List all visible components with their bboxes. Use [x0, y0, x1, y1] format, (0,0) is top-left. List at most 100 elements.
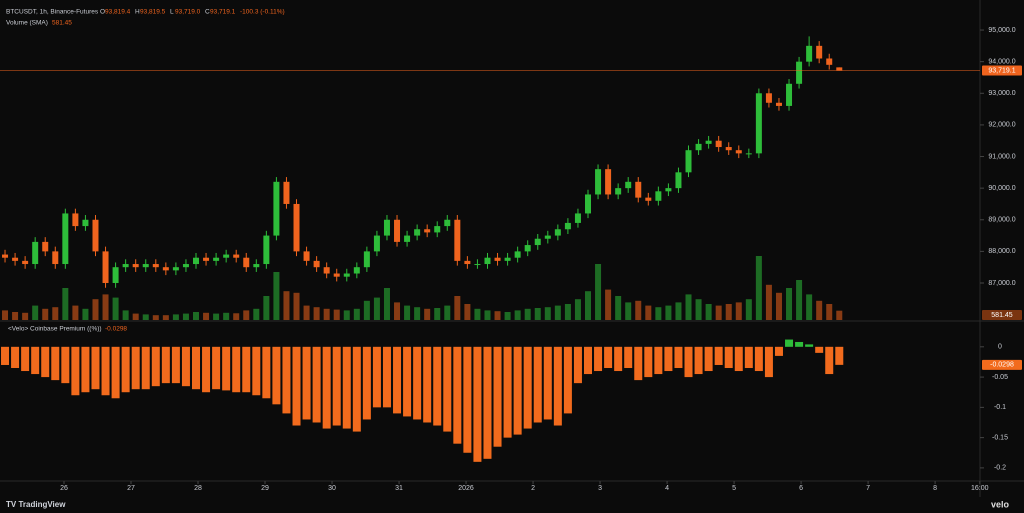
volume-bar: [454, 296, 461, 320]
y-tick-label: 87,000.0: [988, 280, 1015, 287]
candle-body: [162, 267, 169, 271]
premium-bar: [31, 346, 40, 375]
candle-body: [786, 83, 793, 106]
candle-body: [715, 140, 722, 148]
volume-bar: [605, 289, 612, 320]
candle-body: [243, 257, 250, 268]
volume-bar: [2, 310, 9, 320]
volume-bar: [323, 308, 330, 320]
premium-bar: [393, 346, 402, 414]
x-tick-label: 29: [261, 485, 269, 492]
x-tick-label: 7: [866, 485, 870, 492]
candle-body: [454, 219, 461, 261]
candle-body: [273, 181, 280, 236]
volume-bar: [112, 297, 119, 320]
volume-bar: [243, 310, 250, 320]
velo-logo[interactable]: velo: [991, 499, 1010, 509]
volume-bar: [826, 304, 833, 320]
candle-body: [514, 251, 521, 258]
premium-value: -0.0298: [105, 326, 127, 333]
premium-bar: [302, 346, 311, 420]
premium-bar: [61, 346, 70, 384]
volume-bar: [52, 307, 59, 320]
volume-bar: [595, 264, 602, 320]
candle-body: [655, 191, 662, 201]
candle-body: [695, 143, 702, 151]
volume-bar: [715, 305, 722, 320]
premium-bar: [785, 339, 794, 347]
premium-bar: [272, 346, 281, 405]
symbol-title: BTCUSDT, 1h, Binance-Futures: [6, 9, 99, 16]
premium-bar: [111, 346, 120, 399]
premium-bar: [181, 346, 190, 387]
y-tick-label: 94,000.0: [988, 59, 1015, 66]
candle-body: [193, 257, 199, 265]
candle-body: [373, 235, 380, 252]
tradingview-logo[interactable]: TV TradingView: [6, 500, 66, 509]
volume-tag-label: 581.45: [991, 312, 1013, 319]
premium-bar: [724, 346, 733, 369]
x-tick-label: 26: [60, 485, 68, 492]
x-tick-label: 30: [328, 485, 336, 492]
y-tick-label: -0.1: [994, 404, 1006, 411]
premium-bar: [11, 346, 20, 369]
volume-bar: [72, 305, 79, 320]
volume-bar: [554, 305, 561, 320]
price-tag: [982, 65, 1022, 76]
candle-body: [182, 264, 189, 268]
candle-body: [424, 229, 431, 233]
candle-body: [705, 140, 712, 144]
volume-bar: [383, 288, 390, 320]
volume-bar: [283, 291, 290, 320]
volume-bar: [182, 313, 189, 320]
premium-bar: [352, 346, 361, 432]
ohlc-key: H: [135, 9, 140, 16]
candle-body: [474, 264, 481, 266]
candle-body: [836, 67, 843, 71]
ohlc-key: C: [205, 9, 210, 16]
volume-bar: [765, 284, 772, 320]
volume-bar: [474, 308, 481, 320]
y-tick-label: 0: [998, 344, 1002, 351]
volume-bar: [414, 307, 421, 320]
premium-bar: [171, 346, 180, 384]
candle-body: [394, 219, 401, 242]
candle-body: [554, 229, 561, 236]
premium-bar: [774, 346, 783, 356]
candle-body: [203, 257, 210, 261]
volume-bar: [273, 272, 280, 320]
volume-bar: [755, 256, 762, 320]
premium-bar: [825, 346, 834, 375]
x-tick-label: 2: [531, 485, 535, 492]
volume-bar: [564, 304, 571, 320]
price-tag-label: 93,719.1: [988, 67, 1015, 74]
candle-body: [283, 181, 290, 204]
premium-bar: [573, 346, 582, 384]
y-tick-label: 89,000.0: [988, 217, 1015, 224]
ohlc-key: L: [170, 9, 174, 16]
premium-bar: [292, 346, 301, 426]
volume-bar: [464, 304, 471, 320]
volume-bar: [92, 299, 99, 320]
premium-bar: [262, 346, 271, 399]
volume-bar: [424, 308, 431, 320]
candle-body: [735, 150, 742, 154]
candle-body: [353, 267, 360, 274]
premium-bar: [403, 346, 412, 417]
volume-bar: [22, 312, 29, 320]
candle-body: [765, 93, 772, 103]
candle-body: [796, 61, 803, 84]
candle-body: [62, 213, 69, 265]
premium-bar: [473, 346, 482, 462]
premium-bar: [543, 346, 552, 420]
candle-body: [444, 219, 451, 227]
premium-bar: [584, 346, 592, 375]
change-value: -100.3 (-0.11%): [240, 9, 285, 16]
volume-bar: [12, 312, 19, 320]
volume-bar: [484, 310, 491, 320]
volume-bar: [394, 302, 401, 320]
premium-bar: [71, 346, 80, 396]
candle-body: [775, 102, 782, 106]
